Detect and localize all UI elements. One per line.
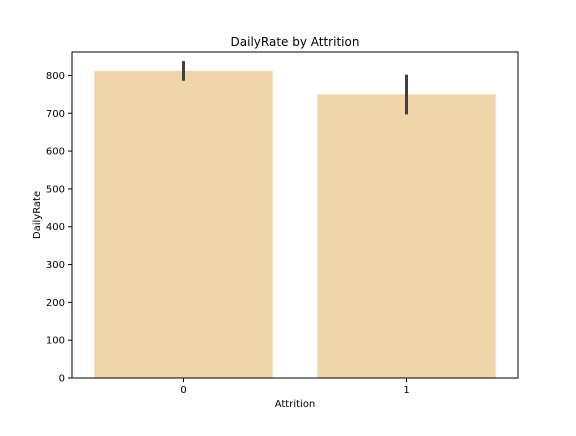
- plot-frame: [71, 51, 519, 379]
- y-tick-label: 700: [46, 109, 65, 120]
- x-tick-label: 1: [403, 385, 409, 396]
- error-bars-layer: [182, 61, 408, 115]
- y-tick-label: 0: [59, 374, 65, 385]
- y-tick-label: 600: [46, 147, 65, 158]
- y-tick-label: 400: [46, 222, 65, 233]
- y-axis: 0 100 200 300 400 500 600 700 800: [46, 71, 72, 385]
- y-tick-label: 500: [46, 184, 65, 195]
- y-axis-label: DailyRate: [32, 191, 43, 239]
- y-tick-label: 200: [46, 298, 65, 309]
- y-tick-label: 300: [46, 260, 65, 271]
- x-axis-label: Attrition: [275, 399, 316, 410]
- bar-0: [94, 70, 273, 378]
- y-tick-label: 100: [46, 336, 65, 347]
- bars-layer: [94, 70, 496, 379]
- y-tick-label: 800: [46, 71, 65, 82]
- x-tick-label: 0: [180, 385, 186, 396]
- chart-title: DailyRate by Attrition: [231, 35, 360, 49]
- bar-1: [317, 94, 496, 379]
